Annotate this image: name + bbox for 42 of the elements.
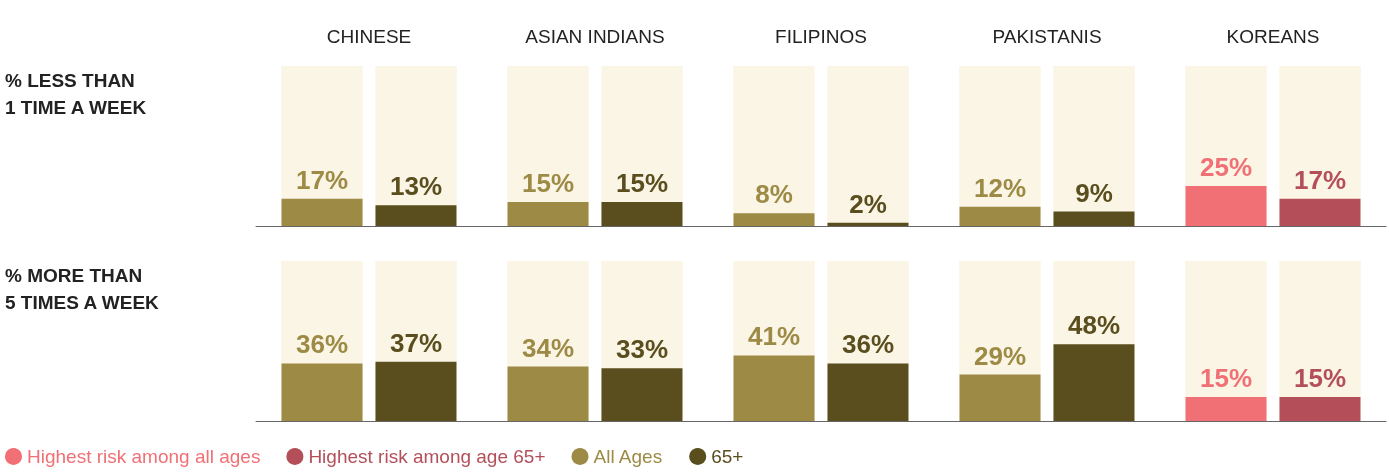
data-label: 15% [1293, 363, 1346, 393]
bar [375, 205, 457, 226]
legend-label: Highest risk among all ages [27, 446, 261, 467]
data-label: 17% [1293, 164, 1346, 195]
data-label: 36% [296, 329, 349, 360]
data-label: 2% [849, 188, 887, 219]
bar [1053, 211, 1135, 226]
data-label: 29% [974, 340, 1027, 371]
data-label: 33% [615, 334, 668, 365]
data-label: 15% [522, 168, 575, 198]
data-label: 13% [389, 171, 442, 202]
data-label: 15% [1200, 363, 1253, 393]
bar [1279, 397, 1361, 421]
x-tick-label: CHINESE [326, 26, 412, 47]
bar [1279, 198, 1361, 226]
x-tick-label: KOREANS [1226, 26, 1320, 47]
data-label: 36% [841, 329, 894, 360]
legend-label: 65+ [711, 446, 744, 467]
text: % MORE THAN 5 TIMES A WEEK [5, 265, 160, 313]
text: % LESS THAN 1 TIME A WEEK [5, 70, 147, 118]
legend-label: All Ages [593, 446, 663, 467]
x-tick-label: FILIPINOS [775, 26, 867, 47]
bar [827, 222, 909, 226]
x-tick-label: PAKISTANIS [992, 26, 1102, 47]
data-label: 25% [1200, 152, 1253, 182]
data-label: 12% [974, 172, 1027, 203]
data-label: 41% [748, 321, 801, 352]
bar [281, 198, 363, 226]
data-label: 15% [615, 168, 668, 198]
bar [733, 213, 815, 226]
data-label: 9% [1075, 177, 1113, 208]
data-label: 8% [755, 179, 793, 210]
bar [1185, 397, 1267, 421]
bar [507, 202, 589, 226]
x-tick-label: ASIAN INDIANS [525, 26, 665, 47]
data-label: 48% [1067, 310, 1120, 341]
data-label: 37% [389, 327, 442, 358]
legend-label: Highest risk among age 65+ [308, 446, 546, 467]
bar [959, 206, 1041, 226]
data-label: 17% [296, 164, 349, 195]
data-label: 34% [522, 332, 575, 363]
bar [601, 202, 683, 226]
